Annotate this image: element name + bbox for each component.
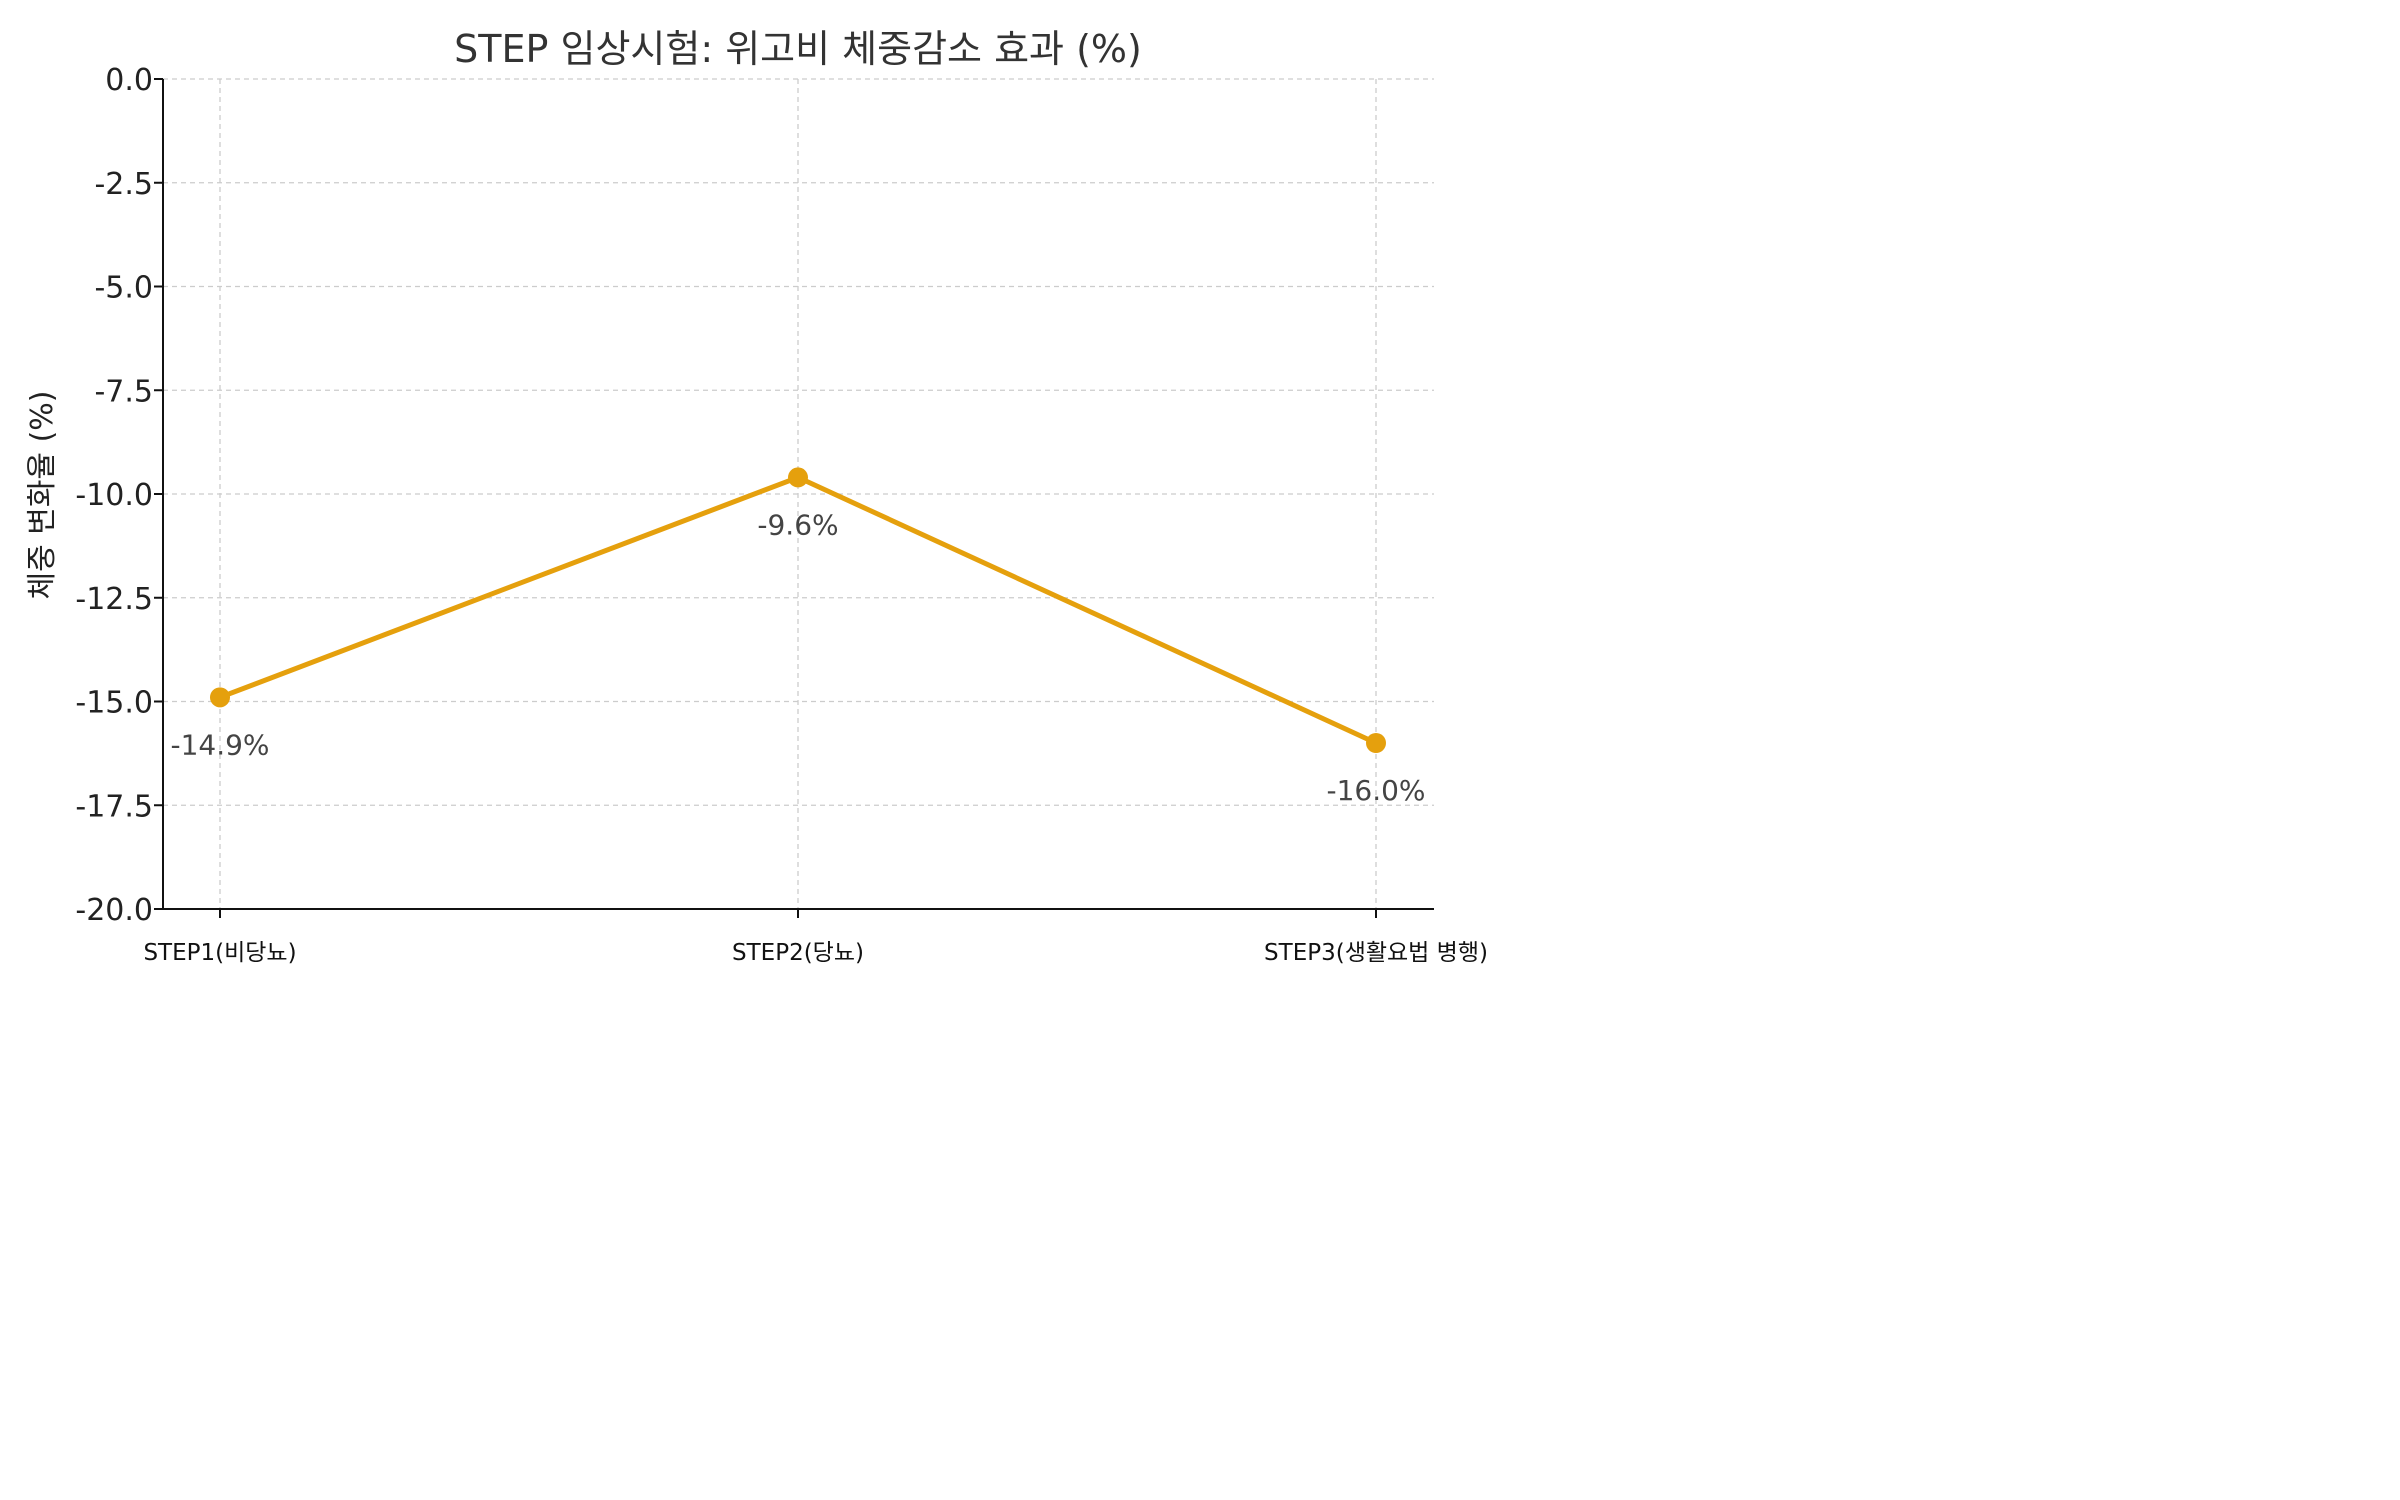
y-axis-label: 체중 변화율 (%) bbox=[25, 391, 60, 600]
y-tick-label: -7.5 bbox=[94, 374, 153, 409]
data-point bbox=[210, 687, 230, 708]
y-tick-label: -20.0 bbox=[75, 893, 153, 928]
data-label: -14.9% bbox=[170, 728, 269, 761]
x-tick-label: STEP1(비당뇨) bbox=[143, 940, 296, 966]
y-ticks: 0.0 -2.5 -5.0 -7.5 -10.0 -12.5 -15.0 -17.5 -20.0 bbox=[75, 63, 163, 928]
data-labels: -14.9% -9.6% -16.0% bbox=[170, 508, 1425, 807]
data-point bbox=[788, 467, 808, 488]
x-ticks: STEP1(비당뇨) STEP2(당뇨) STEP3(생활요법 병행) bbox=[143, 909, 1488, 966]
data-label: -9.6% bbox=[757, 508, 838, 541]
x-tick-label: STEP3(생활요법 병행) bbox=[1264, 940, 1488, 966]
y-tick-label: -17.5 bbox=[75, 789, 153, 824]
y-tick-label: -2.5 bbox=[94, 167, 153, 202]
chart-title: STEP 임상시험: 위고비 체중감소 효과 (%) bbox=[454, 27, 1142, 71]
data-label: -16.0% bbox=[1326, 774, 1425, 807]
y-tick-label: -12.5 bbox=[75, 582, 153, 617]
y-tick-label: 0.0 bbox=[105, 63, 153, 98]
y-tick-label: -15.0 bbox=[75, 686, 153, 721]
line-chart: STEP 임상시험: 위고비 체중감소 효과 (%) 체중 변화율 (%) 0.… bbox=[25, 27, 1488, 966]
data-point bbox=[1366, 733, 1386, 753]
grid-lines bbox=[163, 78, 1434, 909]
y-tick-label: -10.0 bbox=[75, 478, 153, 513]
y-tick-label: -5.0 bbox=[94, 271, 153, 306]
x-tick-label: STEP2(당뇨) bbox=[732, 940, 864, 966]
series bbox=[210, 467, 1386, 753]
